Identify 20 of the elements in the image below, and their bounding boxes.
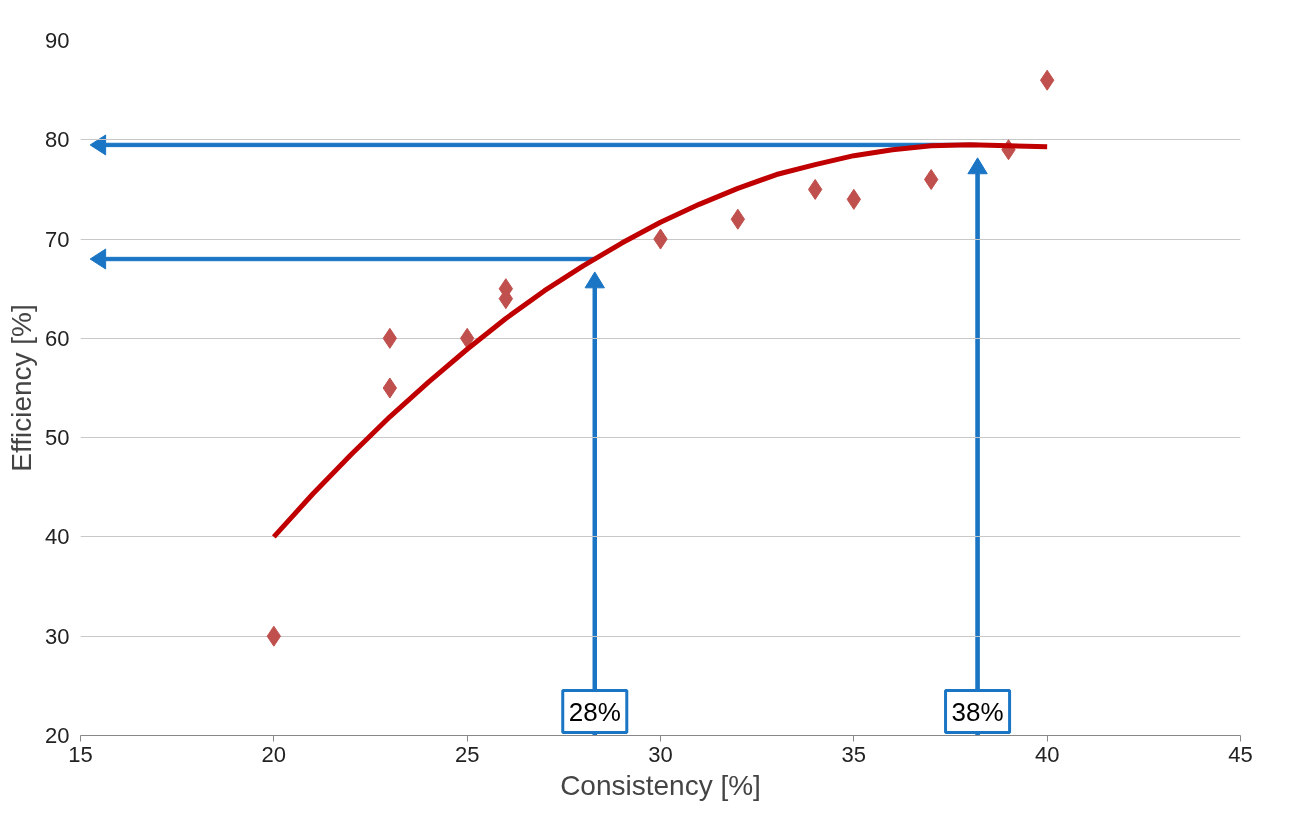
x-tick-label: 45 xyxy=(1228,741,1253,767)
y-tick-label: 20 xyxy=(45,723,70,748)
y-tick-label: 70 xyxy=(45,226,70,252)
y-tick-label: 60 xyxy=(45,325,70,351)
ref-line-label: 38% xyxy=(951,696,1004,727)
x-tick-label: 25 xyxy=(454,741,480,767)
point xyxy=(924,169,939,190)
y-tick-label: 80 xyxy=(45,127,70,153)
x-tick-label: 15 xyxy=(68,741,93,767)
x-tick-label: 30 xyxy=(648,741,673,767)
x-tick-label: 35 xyxy=(841,741,867,767)
y-tick-label: 90 xyxy=(45,28,70,53)
y-tick-label: 50 xyxy=(45,425,70,451)
y-axis-title: Efficiency [%] xyxy=(6,304,38,472)
x-tick-label: 40 xyxy=(1034,741,1060,767)
x-tick-label: 20 xyxy=(261,741,287,767)
ref-line-label: 28% xyxy=(568,696,621,727)
y-tick-label: 30 xyxy=(45,623,70,649)
y-tick-label: 40 xyxy=(45,524,70,550)
x-axis-title: Consistency [%] xyxy=(560,769,761,801)
